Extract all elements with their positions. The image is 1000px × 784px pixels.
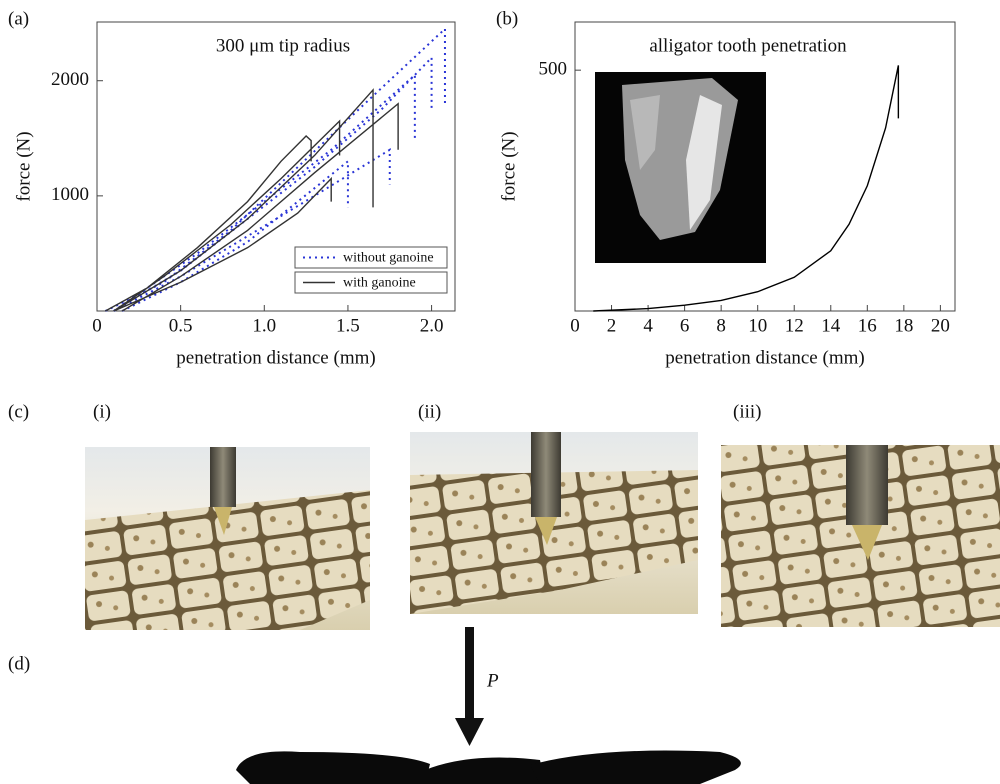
x-tick-label: 16 (858, 315, 877, 336)
panel-label: (b) (496, 8, 518, 29)
sub-label: (ii) (418, 401, 441, 422)
x-tick-label: 6 (680, 315, 690, 336)
legend-box (294, 271, 448, 294)
x-tick-label: 4 (643, 315, 653, 336)
x-tick-label: 20 (931, 315, 950, 336)
y-tick-label: 1000 (51, 184, 89, 205)
x-tick-label: 18 (894, 315, 913, 336)
plot-frame (96, 21, 456, 312)
legend-box (294, 246, 448, 269)
load-label: P (486, 670, 499, 691)
data-line (104, 26, 446, 312)
x-axis-label: penetration distance (mm) (176, 347, 375, 368)
x-tick-label: 1.5 (336, 315, 360, 336)
x-tick-label: 8 (716, 315, 726, 336)
photo-iii (721, 445, 1000, 627)
cross-section (236, 750, 741, 784)
load-arrow (455, 627, 484, 746)
chart-title: 300 μm tip radius (216, 35, 350, 56)
y-axis-label: force (N) (13, 131, 34, 201)
panel-label: (a) (8, 8, 29, 29)
panel-label: (c) (8, 401, 29, 422)
plot-frame (574, 21, 956, 312)
photo-i (85, 447, 370, 630)
tooth-photo (595, 72, 766, 263)
x-axis-label: penetration distance (mm) (665, 347, 864, 368)
sub-label: (i) (93, 401, 111, 422)
data-line (593, 65, 900, 312)
data-line (105, 88, 399, 312)
legend-label: with ganoine (343, 276, 416, 291)
sub-label: (iii) (733, 401, 762, 422)
y-axis-label: force (N) (498, 131, 519, 201)
legend-label: without ganoine (343, 251, 434, 266)
x-tick-label: 0 (570, 315, 580, 336)
photo-ii (410, 432, 698, 614)
x-tick-label: 1.0 (252, 315, 276, 336)
x-tick-label: 14 (821, 315, 841, 336)
x-tick-label: 2.0 (420, 315, 444, 336)
panel-label: (d) (8, 653, 30, 674)
x-tick-label: 0.5 (169, 315, 193, 336)
x-tick-label: 0 (92, 315, 102, 336)
x-tick-label: 12 (785, 315, 804, 336)
y-tick-label: 500 (539, 59, 568, 80)
x-tick-label: 10 (748, 315, 767, 336)
x-tick-label: 2 (607, 315, 617, 336)
chart-title: alligator tooth penetration (649, 35, 847, 56)
y-tick-label: 2000 (51, 69, 89, 90)
